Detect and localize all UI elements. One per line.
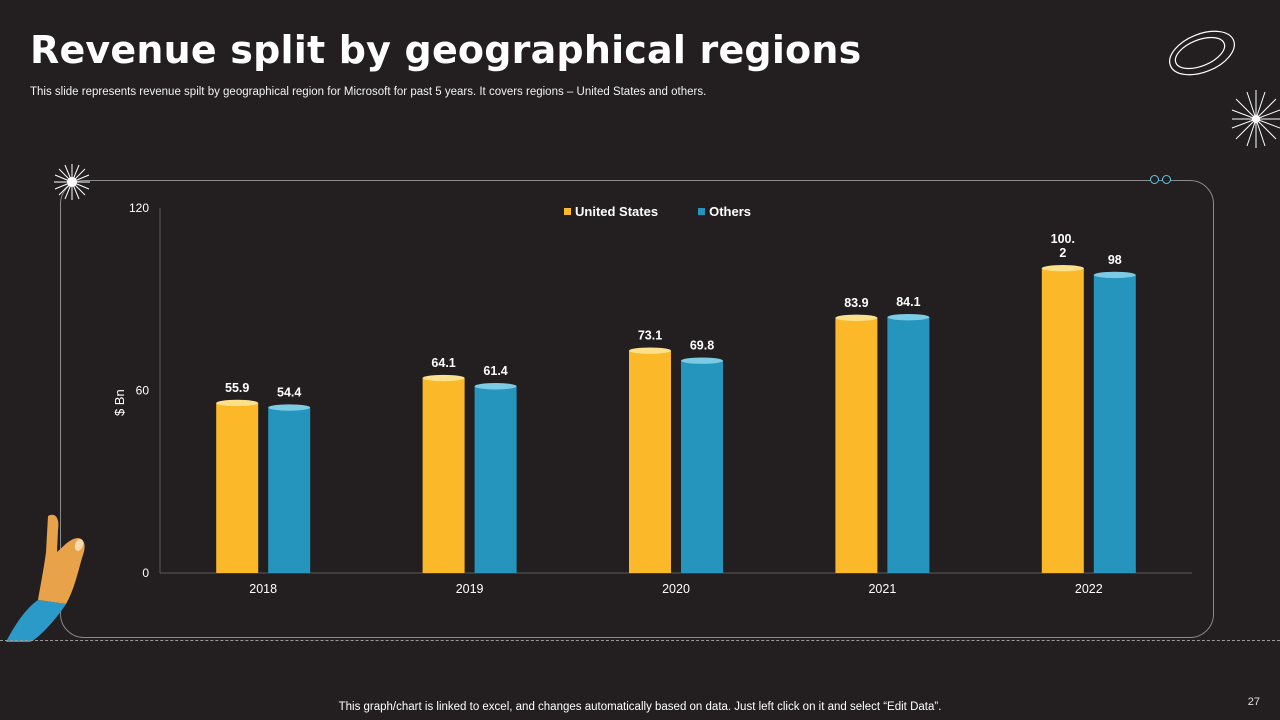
data-label-others-2018: 54.4 bbox=[277, 386, 301, 400]
x-tick-label-2022: 2022 bbox=[1075, 582, 1103, 596]
x-tick-label-2021: 2021 bbox=[868, 582, 896, 596]
y-tick-label-0: 0 bbox=[142, 566, 149, 580]
frame-dot-right bbox=[1162, 175, 1171, 184]
bar-top-united-states-2022 bbox=[1041, 265, 1084, 272]
data-label-united-states-2022: 100. 2 bbox=[1051, 232, 1075, 260]
data-label-line: 83.9 bbox=[844, 296, 868, 310]
bar-united-states-2020 bbox=[629, 350, 671, 573]
bar-united-states-2021 bbox=[835, 317, 878, 573]
dashed-divider bbox=[0, 640, 1280, 641]
bar-others-2019 bbox=[474, 386, 517, 573]
legend-label-united-states: United States bbox=[575, 204, 659, 219]
y-axis-title: $ Bn bbox=[112, 389, 127, 416]
bar-united-states-2018 bbox=[216, 402, 259, 573]
legend-item-united-states: United States bbox=[564, 204, 658, 219]
bar-top-united-states-2020 bbox=[629, 347, 671, 354]
bar-top-others-2019 bbox=[474, 383, 517, 390]
data-label-united-states-2019: 64.1 bbox=[431, 356, 455, 370]
y-tick-label-120: 120 bbox=[129, 201, 149, 215]
frame-dot-left bbox=[1150, 175, 1159, 184]
data-label-line: 73.1 bbox=[638, 329, 662, 343]
bar-top-united-states-2019 bbox=[422, 374, 465, 382]
bar-top-united-states-2021 bbox=[835, 314, 878, 322]
x-tick-label-2019: 2019 bbox=[456, 582, 484, 596]
data-label-line: 55.9 bbox=[225, 381, 249, 395]
bar-united-states-2022 bbox=[1041, 268, 1084, 573]
page-number: 27 bbox=[1247, 696, 1260, 708]
bar-others-2020 bbox=[681, 360, 723, 573]
data-label-united-states-2018: 55.9 bbox=[225, 381, 249, 395]
data-label-united-states-2020: 73.1 bbox=[638, 329, 662, 343]
legend-item-others: Others bbox=[698, 204, 751, 219]
legend-swatch-united-states bbox=[564, 208, 571, 215]
data-label-others-2021: 84.1 bbox=[896, 295, 920, 309]
data-label-line: 69.8 bbox=[690, 339, 714, 353]
rings-decoration-icon bbox=[1169, 30, 1235, 76]
data-label-line: 54.4 bbox=[277, 386, 301, 400]
data-label-line: 64.1 bbox=[431, 356, 455, 370]
slide-title: Revenue split by geographical regions bbox=[30, 28, 862, 72]
data-label-line: 61.4 bbox=[483, 364, 507, 378]
starburst-decoration-icon bbox=[1231, 90, 1280, 148]
bar-united-states-2019 bbox=[422, 378, 465, 573]
chart-frame bbox=[60, 180, 1214, 638]
data-label-others-2019: 61.4 bbox=[483, 364, 507, 378]
legend-swatch-others bbox=[698, 208, 706, 215]
chart-legend: United States Others bbox=[564, 204, 751, 219]
data-label-others-2022: 98 bbox=[1108, 253, 1122, 267]
bar-others-2021 bbox=[887, 317, 930, 573]
bar-top-others-2022 bbox=[1093, 271, 1136, 279]
y-tick-label-60: 60 bbox=[136, 384, 150, 398]
frame-starburst-icon bbox=[54, 164, 90, 200]
hand-illustration-icon bbox=[6, 514, 85, 642]
data-label-others-2020: 69.8 bbox=[690, 339, 714, 353]
legend-label-others: Others bbox=[709, 204, 751, 219]
data-label-line: 100. bbox=[1051, 232, 1075, 246]
x-tick-label-2020: 2020 bbox=[662, 582, 690, 596]
bar-others-2018 bbox=[268, 407, 311, 573]
bar-top-others-2018 bbox=[268, 404, 311, 411]
data-label-line: 2 bbox=[1059, 246, 1066, 260]
bar-others-2022 bbox=[1093, 274, 1136, 573]
x-tick-label-2018: 2018 bbox=[249, 582, 277, 596]
data-label-line: 98 bbox=[1108, 253, 1122, 267]
data-label-united-states-2021: 83.9 bbox=[844, 296, 868, 310]
bar-top-others-2020 bbox=[681, 357, 723, 364]
footer-note: This graph/chart is linked to excel, and… bbox=[338, 701, 942, 713]
data-label-line: 84.1 bbox=[896, 295, 920, 309]
slide-subtitle: This slide represents revenue spilt by g… bbox=[30, 86, 707, 98]
bar-top-united-states-2018 bbox=[216, 399, 259, 407]
bar-top-others-2021 bbox=[887, 313, 930, 321]
